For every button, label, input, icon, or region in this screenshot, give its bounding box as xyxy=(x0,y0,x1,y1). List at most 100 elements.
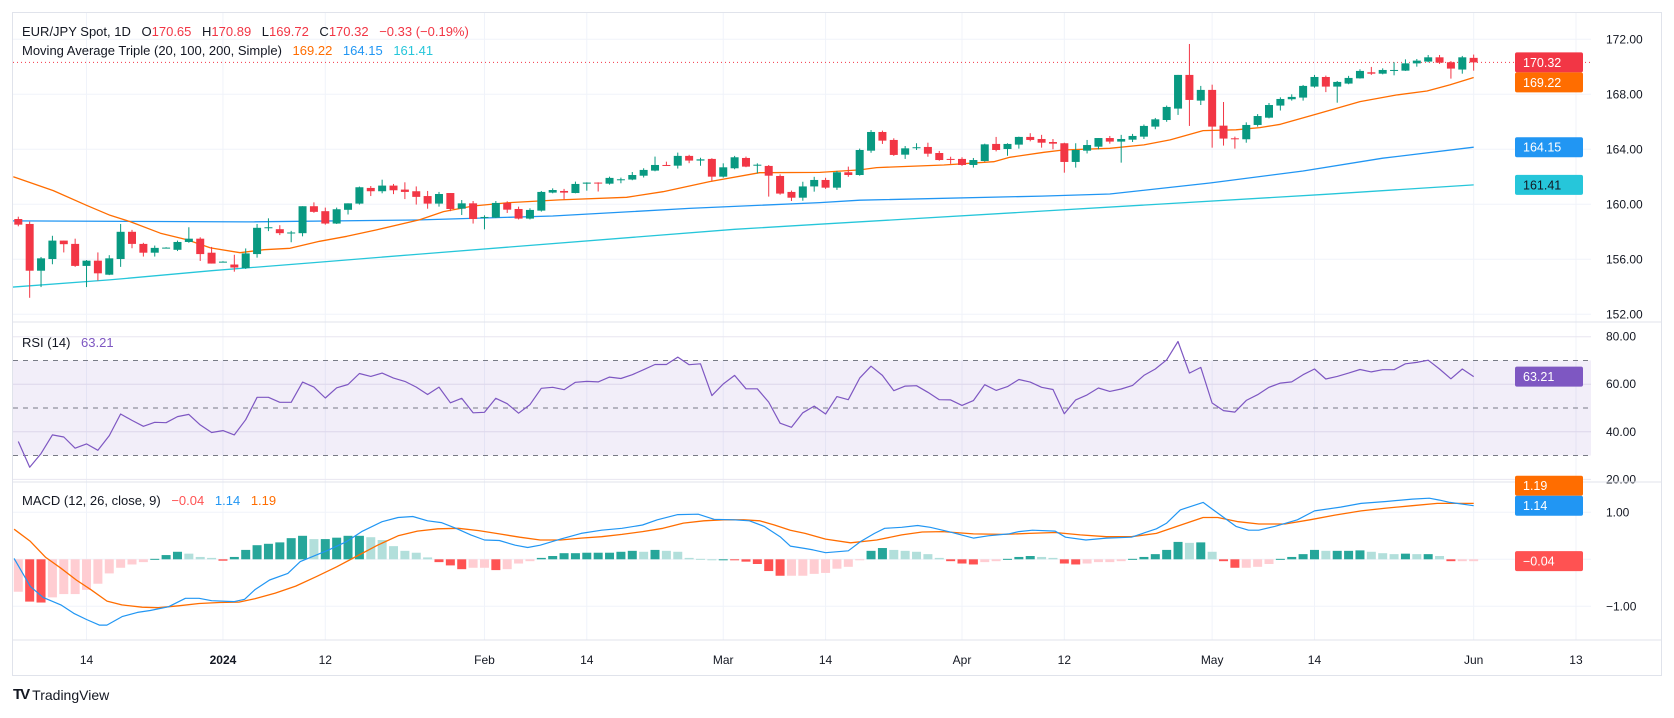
rsi-axis-label: 40.00 xyxy=(1606,425,1636,439)
macd-histogram-bar xyxy=(479,559,489,568)
macd-histogram-bar xyxy=(1219,559,1229,562)
candle-down xyxy=(423,190,432,209)
macd-histogram-bar xyxy=(161,555,171,560)
candle-body xyxy=(275,229,284,234)
candle-body xyxy=(730,157,739,169)
candle-body xyxy=(798,186,807,198)
candle-body xyxy=(605,177,614,184)
candle-body xyxy=(696,159,705,161)
candle-down xyxy=(776,174,785,195)
candle-up xyxy=(1344,75,1353,85)
macd-histogram-bar xyxy=(457,559,467,570)
rsi-axis-label: 20.00 xyxy=(1606,472,1636,486)
macd-histogram-bar xyxy=(548,556,558,560)
candle-up xyxy=(218,261,227,263)
time-axis-label: Apr xyxy=(953,653,972,667)
candle-body xyxy=(889,139,898,155)
candle-body xyxy=(184,238,193,242)
candle-body xyxy=(1276,98,1285,106)
candle-up xyxy=(264,218,273,232)
open-value: 170.65 xyxy=(151,24,192,39)
macd-histogram-bar xyxy=(343,535,353,560)
macd-histogram-bar xyxy=(1207,551,1217,560)
candle-body xyxy=(1401,63,1410,71)
change-value: −0.33 (−0.19%) xyxy=(379,24,469,39)
candle-up xyxy=(639,168,648,178)
candle-body xyxy=(389,185,398,191)
candle-down xyxy=(1230,136,1239,149)
macd-histogram-bar xyxy=(1173,541,1183,560)
macd-pane[interactable] xyxy=(13,497,1479,626)
candle-up xyxy=(287,230,296,243)
candle-down xyxy=(196,237,205,261)
macd-histogram-bar xyxy=(195,556,205,560)
candle-body xyxy=(207,252,216,264)
candle-up xyxy=(912,143,921,150)
macd-histogram-bar xyxy=(1366,551,1376,560)
candle-up xyxy=(1333,80,1342,103)
candle-body xyxy=(548,190,557,193)
macd-histogram-bar xyxy=(47,559,57,598)
candle-body xyxy=(332,209,341,224)
candle-up xyxy=(1287,94,1296,101)
ma-title[interactable]: Moving Average Triple (20, 100, 200, Sim… xyxy=(22,43,282,58)
candle-up xyxy=(628,171,637,181)
candle-body xyxy=(14,219,23,225)
macd-histogram-bar xyxy=(1355,550,1365,560)
candle-body xyxy=(378,185,387,192)
candle-body xyxy=(923,146,932,154)
candle-body xyxy=(912,147,921,149)
candle-body xyxy=(662,164,671,166)
candle-body xyxy=(594,182,603,184)
macd-histogram-bar xyxy=(241,549,251,560)
candle-body xyxy=(469,203,478,220)
macd-histogram-bar xyxy=(1344,550,1354,560)
macd-histogram-bar xyxy=(696,558,705,560)
macd-histogram-bar xyxy=(172,551,182,560)
open-label: O xyxy=(141,24,152,39)
last-value-badges: 170.32 169.22 164.15 161.41 63.21 1.19 1.14 −0.… xyxy=(1515,52,1583,572)
candle-up xyxy=(832,170,841,190)
candle-body xyxy=(1026,136,1035,140)
ma100-value: 164.15 xyxy=(342,43,383,58)
candle-up xyxy=(730,155,739,170)
candle-body xyxy=(560,190,569,193)
macd-histogram-bar xyxy=(514,559,524,564)
price-pane[interactable] xyxy=(13,43,1591,298)
macd-histogram-bar xyxy=(59,559,69,595)
macd-histogram-bar xyxy=(116,559,126,568)
candle-down xyxy=(923,142,932,157)
price-axis-label: 172.00 xyxy=(1606,32,1643,46)
candle-body xyxy=(366,187,375,192)
symbol-title[interactable]: EUR/JPY Spot, 1D xyxy=(22,24,131,39)
candle-up xyxy=(651,156,660,172)
macd-histogram-bar xyxy=(1139,556,1149,560)
rsi-title[interactable]: RSI (14) xyxy=(22,335,71,350)
rsi-pane[interactable] xyxy=(13,340,1591,468)
candle-down xyxy=(128,229,136,249)
high-value: 170.89 xyxy=(211,24,252,39)
candle-down xyxy=(503,201,512,213)
candle-body xyxy=(1071,149,1080,162)
candle-body xyxy=(844,172,853,176)
tradingview-logo[interactable]: TV TradingView xyxy=(13,686,109,703)
ma200-badge: 161.41 xyxy=(1515,174,1583,195)
candle-down xyxy=(1037,134,1046,148)
macd-histogram-bar xyxy=(434,559,444,563)
candle-down xyxy=(446,193,455,212)
macd-histogram-bar xyxy=(184,553,194,560)
candle-body xyxy=(218,261,227,263)
candle-down xyxy=(469,201,478,224)
candle-down xyxy=(594,182,603,192)
candle-down xyxy=(821,177,830,189)
candle-body xyxy=(980,144,989,161)
macd-histogram-bar xyxy=(309,539,319,560)
candle-body xyxy=(935,153,944,161)
candle-down xyxy=(1105,135,1114,144)
rsi-badge-text: 63.21 xyxy=(1523,370,1554,384)
macd-title[interactable]: MACD (12, 26, close, 9) xyxy=(22,493,161,508)
candle-up xyxy=(434,191,443,207)
time-axis-label: 14 xyxy=(1308,653,1322,667)
ma200-badge-text: 161.41 xyxy=(1523,178,1561,192)
